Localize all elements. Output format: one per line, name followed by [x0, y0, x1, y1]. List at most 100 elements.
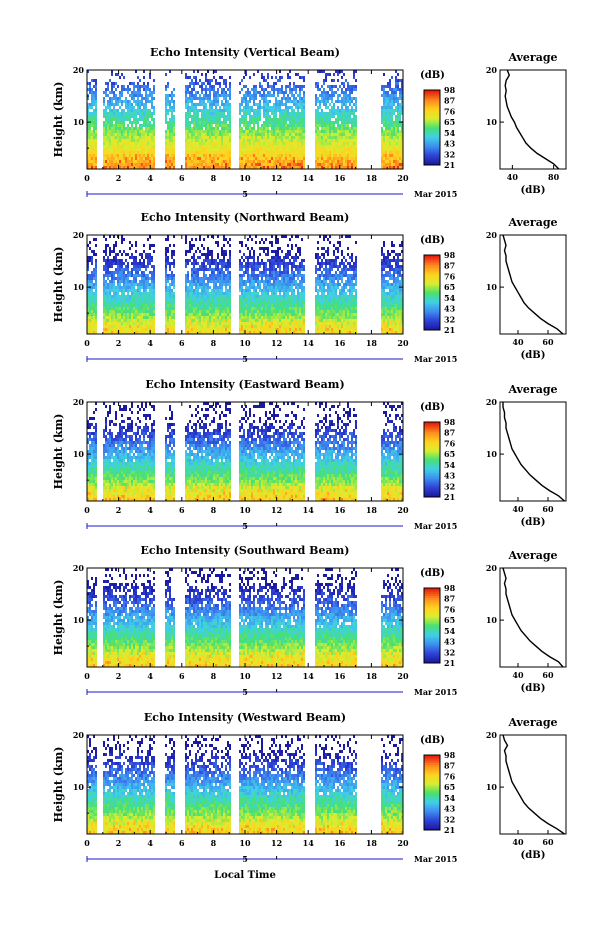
heatmap-cell: [323, 118, 325, 121]
heatmap-cell: [135, 325, 137, 328]
heatmap-cell: [271, 94, 273, 97]
heatmap-cell: [149, 277, 151, 280]
heatmap-cell: [201, 88, 203, 91]
heatmap-cell: [87, 298, 89, 301]
heatmap-cell: [119, 319, 121, 322]
heatmap-cell: [293, 112, 295, 115]
heatmap-cell: [245, 100, 247, 103]
heatmap-cell: [105, 304, 107, 307]
heatmap-cell: [293, 145, 295, 148]
heatmap-cell: [241, 292, 243, 295]
heatmap-cell: [249, 118, 251, 121]
heatmap-cell: [209, 157, 211, 160]
heatmap-cell: [191, 139, 193, 142]
heatmap-cell: [397, 118, 399, 121]
heatmap-cell: [215, 313, 217, 316]
heatmap-cell: [339, 151, 341, 154]
heatmap-cell: [199, 121, 201, 124]
heatmap-cell: [351, 97, 353, 100]
heatmap-cell: [119, 283, 121, 286]
heatmap-cell: [345, 112, 347, 115]
heatmap-cell: [103, 286, 105, 289]
heatmap-cell: [227, 280, 229, 283]
heatmap-cell: [153, 280, 155, 283]
heatmap-cell: [131, 154, 133, 157]
heatmap-cell: [337, 133, 339, 136]
heatmap-cell: [141, 163, 143, 166]
heatmap-cell: [123, 316, 125, 319]
heatmap-cell: [135, 277, 137, 280]
heatmap-cell: [333, 142, 335, 145]
heatmap-cell: [263, 163, 265, 166]
heatmap-cell: [245, 244, 247, 247]
heatmap-cell: [135, 145, 137, 148]
heatmap-cell: [151, 145, 153, 148]
heatmap-cell: [355, 106, 357, 109]
heatmap-cell: [117, 115, 119, 118]
heatmap-cell: [333, 124, 335, 127]
heatmap-cell: [185, 250, 187, 253]
heatmap-cell: [213, 76, 215, 79]
heatmap-cell: [185, 277, 187, 280]
heatmap-cell: [151, 316, 153, 319]
heatmap-cell: [137, 145, 139, 148]
heatmap-cell: [207, 82, 209, 85]
heatmap-cell: [245, 133, 247, 136]
heatmap-cell: [227, 295, 229, 298]
heatmap-cell: [109, 307, 111, 310]
heatmap-cell: [387, 82, 389, 85]
heatmap-cell: [165, 274, 167, 277]
heatmap-cell: [253, 85, 255, 88]
heatmap-cell: [225, 91, 227, 94]
heatmap-cell: [135, 256, 137, 259]
heatmap-cell: [91, 328, 93, 331]
heatmap-cell: [329, 127, 331, 130]
heatmap-cell: [395, 79, 397, 82]
heatmap-cell: [193, 277, 195, 280]
heatmap-cell: [135, 154, 137, 157]
heatmap-cell: [211, 301, 213, 304]
heatmap-cell: [167, 259, 169, 262]
colorbar-swatch: [424, 112, 440, 115]
heatmap-cell: [255, 151, 257, 154]
heatmap-cell: [119, 265, 121, 268]
colorbar-swatch: [424, 106, 440, 110]
colorbar-tick-label: 98: [444, 85, 456, 95]
heatmap-cell: [197, 154, 199, 157]
heatmap-cell: [297, 73, 299, 76]
heatmap-cell: [169, 106, 171, 109]
heatmap-cell: [317, 151, 319, 154]
heatmap-cell: [397, 160, 399, 163]
colorbar-swatch: [424, 127, 440, 130]
heatmap-cell: [401, 160, 403, 163]
heatmap-cell: [189, 157, 191, 160]
heatmap-cell: [151, 295, 153, 298]
colorbar-swatch: [424, 108, 440, 112]
heatmap-cell: [189, 310, 191, 313]
heatmap-cell: [103, 166, 105, 169]
heatmap-cell: [301, 121, 303, 124]
heatmap-cell: [351, 88, 353, 91]
heatmap-cell: [195, 115, 197, 118]
heatmap-cell: [117, 289, 119, 292]
heatmap-cell: [107, 88, 109, 91]
heatmap-cell: [95, 106, 97, 109]
heatmap-cell: [329, 148, 331, 151]
heatmap-cell: [109, 253, 111, 256]
heatmap-cell: [131, 94, 133, 97]
heatmap-cell: [389, 109, 391, 112]
heatmap-cell: [323, 97, 325, 100]
heatmap-cell: [151, 142, 153, 145]
heatmap-cell: [385, 136, 387, 139]
heatmap-cell: [261, 124, 263, 127]
heatmap-cell: [145, 310, 147, 313]
heatmap-cell: [349, 142, 351, 145]
heatmap-cell: [319, 118, 321, 121]
heatmap-cell: [353, 124, 355, 127]
heatmap-cell: [241, 319, 243, 322]
heatmap-cell: [153, 106, 155, 109]
heatmap-cell: [167, 160, 169, 163]
heatmap-cell: [125, 163, 127, 166]
heatmap-cell: [103, 115, 105, 118]
heatmap-cell: [129, 157, 131, 160]
